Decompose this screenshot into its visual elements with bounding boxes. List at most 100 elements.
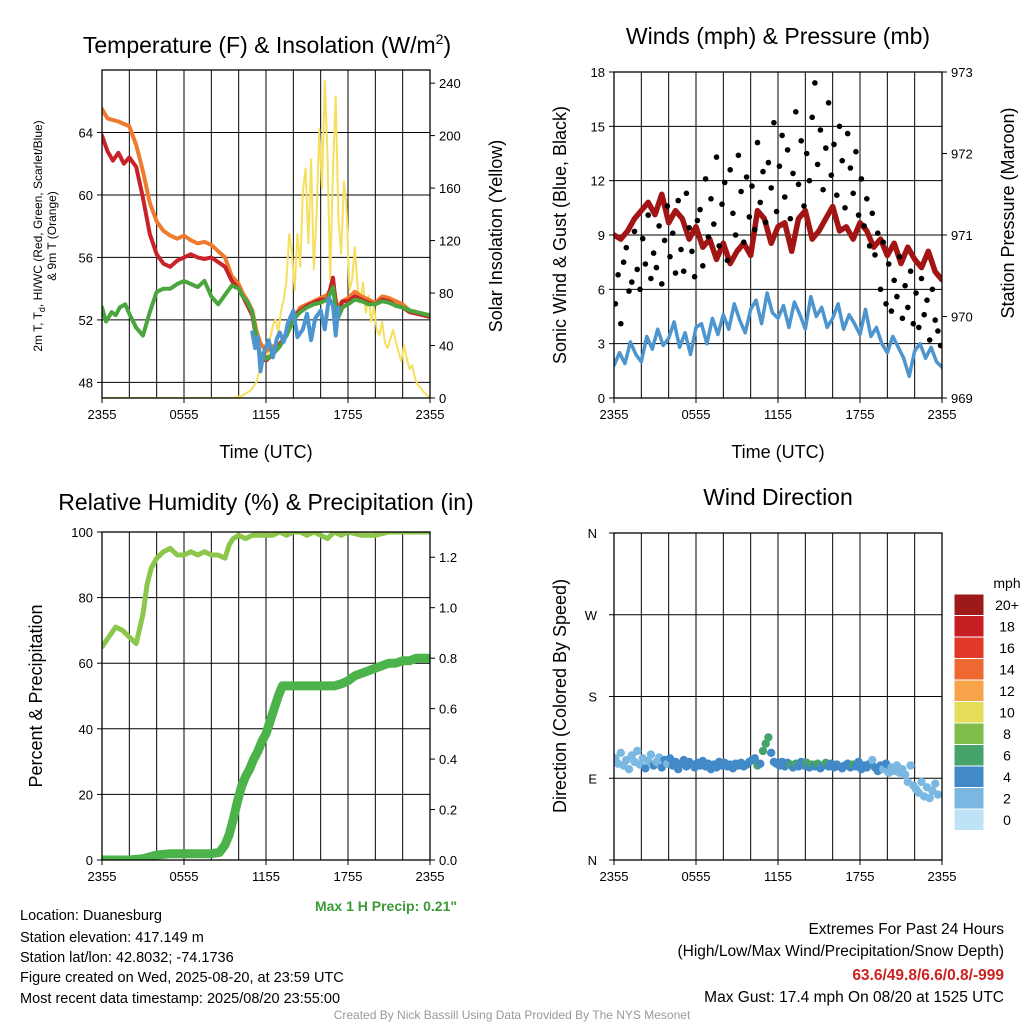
series-group bbox=[614, 733, 942, 803]
gust-point bbox=[642, 261, 649, 267]
direction-point bbox=[756, 759, 765, 768]
y-tick-label: 12 bbox=[591, 174, 605, 189]
x-tick-label: 1755 bbox=[334, 407, 363, 422]
temperature-ylabel-right: Solar Insolation (Yellow) bbox=[486, 140, 506, 332]
gust-point bbox=[686, 225, 692, 231]
gust-point bbox=[861, 223, 867, 229]
gust-point bbox=[664, 203, 671, 209]
gust-point bbox=[615, 272, 621, 278]
gust-point bbox=[653, 264, 660, 271]
gust-point bbox=[680, 268, 687, 275]
legend-label: 16 bbox=[999, 640, 1015, 656]
gust-point bbox=[741, 239, 747, 245]
y-tick-label: 64 bbox=[79, 125, 93, 140]
gust-point bbox=[880, 239, 886, 245]
legend-swatch bbox=[953, 701, 985, 724]
gust-point bbox=[656, 223, 662, 229]
gust-point bbox=[760, 168, 766, 175]
gust-point bbox=[713, 154, 720, 160]
y-tick-label-right: 80 bbox=[439, 286, 453, 301]
gust-point bbox=[935, 328, 941, 334]
gust-point bbox=[866, 243, 873, 249]
gust-point bbox=[921, 311, 927, 318]
gust-point bbox=[825, 100, 832, 106]
gust-point bbox=[883, 301, 889, 307]
gust-point bbox=[768, 185, 774, 191]
direction-tick-label: N bbox=[588, 526, 597, 541]
y-tick-label-right: 973 bbox=[951, 65, 973, 80]
x-tick-label: 2355 bbox=[88, 407, 117, 422]
gust-point bbox=[916, 324, 922, 331]
temperature-ylabel: 2m T, Td, HI/WC (Red, Green, Scarlet/Blu… bbox=[31, 120, 47, 351]
gust-point bbox=[842, 205, 848, 211]
gust-point bbox=[773, 208, 780, 215]
humidity-title: Relative Humidity (%) & Precipitation (i… bbox=[58, 489, 473, 515]
direction-point bbox=[900, 770, 910, 779]
y-tick-label: 6 bbox=[598, 282, 605, 297]
gust-point bbox=[803, 150, 810, 157]
y-tick-label-right: 160 bbox=[439, 181, 461, 196]
legend-label: 14 bbox=[999, 661, 1015, 677]
humidity-ylabel: Percent & Precipitation bbox=[26, 604, 46, 787]
y-tick-label: 0 bbox=[598, 391, 605, 406]
gust-point bbox=[765, 159, 772, 166]
footer-credit: Created By Nick Bassill Using Data Provi… bbox=[334, 1008, 691, 1022]
gust-point bbox=[629, 279, 635, 285]
gust-point bbox=[776, 163, 783, 169]
y-tick-label-right: 0.2 bbox=[439, 803, 457, 818]
gust-point bbox=[902, 282, 908, 289]
gust-point bbox=[614, 301, 619, 307]
gust-point bbox=[631, 228, 638, 235]
gust-point bbox=[844, 130, 851, 137]
gust-point bbox=[661, 237, 668, 244]
wind-direction-ylabel: Direction (Colored By Speed) bbox=[550, 579, 570, 813]
temperature-ylabel-line2: & 9m T (Orange) bbox=[45, 191, 59, 281]
temperature-line-blue bbox=[250, 296, 341, 374]
wind-speed-line bbox=[614, 291, 942, 379]
gust-point bbox=[639, 235, 646, 242]
info-recent: Most recent data timestamp: 2025/08/20 2… bbox=[20, 991, 340, 1007]
gust-point bbox=[850, 190, 856, 197]
y-tick-label-right: 0.8 bbox=[439, 651, 457, 666]
winds-xlabel: Time (UTC) bbox=[731, 442, 824, 462]
direction-point bbox=[633, 746, 642, 756]
gust-point bbox=[637, 286, 643, 293]
gust-point bbox=[855, 212, 862, 218]
gust-point bbox=[719, 201, 725, 207]
gust-point bbox=[806, 177, 813, 184]
winds-chart: Winds (mph) & Pressure (mb) Sonic Wind &… bbox=[550, 23, 1018, 462]
series-group bbox=[102, 532, 430, 860]
gust-point bbox=[888, 308, 895, 314]
gust-point bbox=[716, 243, 722, 249]
direction-point bbox=[758, 746, 768, 756]
temperature-title: Temperature (F) & Insolation (W/m2) bbox=[83, 31, 451, 58]
y-tick-label-right: 972 bbox=[951, 147, 973, 162]
legend-swatch bbox=[953, 679, 985, 702]
direction-point bbox=[761, 739, 770, 748]
pressure-line bbox=[614, 191, 942, 283]
y-tick-label: 100 bbox=[71, 525, 93, 540]
gust-point bbox=[839, 157, 845, 164]
gust-point bbox=[817, 127, 824, 133]
insolation-line bbox=[102, 79, 430, 398]
legend-label: 10 bbox=[999, 704, 1015, 720]
gust-point bbox=[899, 315, 906, 322]
gust-point bbox=[937, 342, 942, 349]
x-tick-label: 2355 bbox=[416, 869, 445, 884]
gust-point bbox=[784, 147, 791, 153]
direction-point bbox=[931, 779, 940, 788]
y-tick-label-right: 0.0 bbox=[439, 853, 457, 868]
legend-label: 18 bbox=[999, 618, 1015, 634]
y-tick-label-right: 0.4 bbox=[439, 752, 457, 767]
gust-point bbox=[623, 244, 630, 251]
x-tick-label: 2355 bbox=[928, 869, 957, 884]
legend-swatch bbox=[953, 765, 985, 788]
gust-point bbox=[721, 179, 728, 186]
gust-point bbox=[823, 145, 829, 151]
gust-point bbox=[746, 214, 753, 220]
gust-point bbox=[700, 263, 706, 269]
x-tick-label: 1155 bbox=[252, 407, 280, 422]
gust-point bbox=[667, 253, 673, 260]
legend-label: 8 bbox=[1003, 726, 1011, 742]
gust-point bbox=[858, 176, 865, 182]
